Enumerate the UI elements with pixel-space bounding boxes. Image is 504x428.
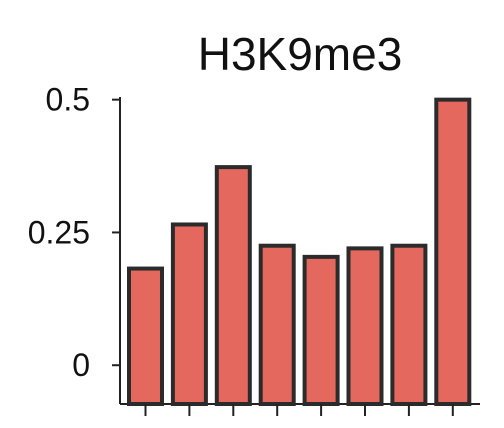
bar: [390, 243, 428, 406]
bar: [258, 243, 296, 406]
bar: [170, 222, 208, 406]
bar: [346, 246, 384, 406]
bar: [127, 266, 164, 407]
y-axis-ticks: 0.5 0.25 0: [28, 82, 120, 383]
y-tick-label: 0: [72, 347, 90, 383]
bar: [434, 97, 472, 407]
bar: [214, 165, 252, 406]
x-axis-ticks: [144, 404, 454, 416]
bar: [302, 254, 340, 406]
y-tick-label: 0.5: [46, 82, 90, 118]
bars: [127, 97, 472, 407]
y-tick-label: 0.25: [28, 214, 90, 250]
chart-title: H3K9me3: [198, 28, 403, 80]
